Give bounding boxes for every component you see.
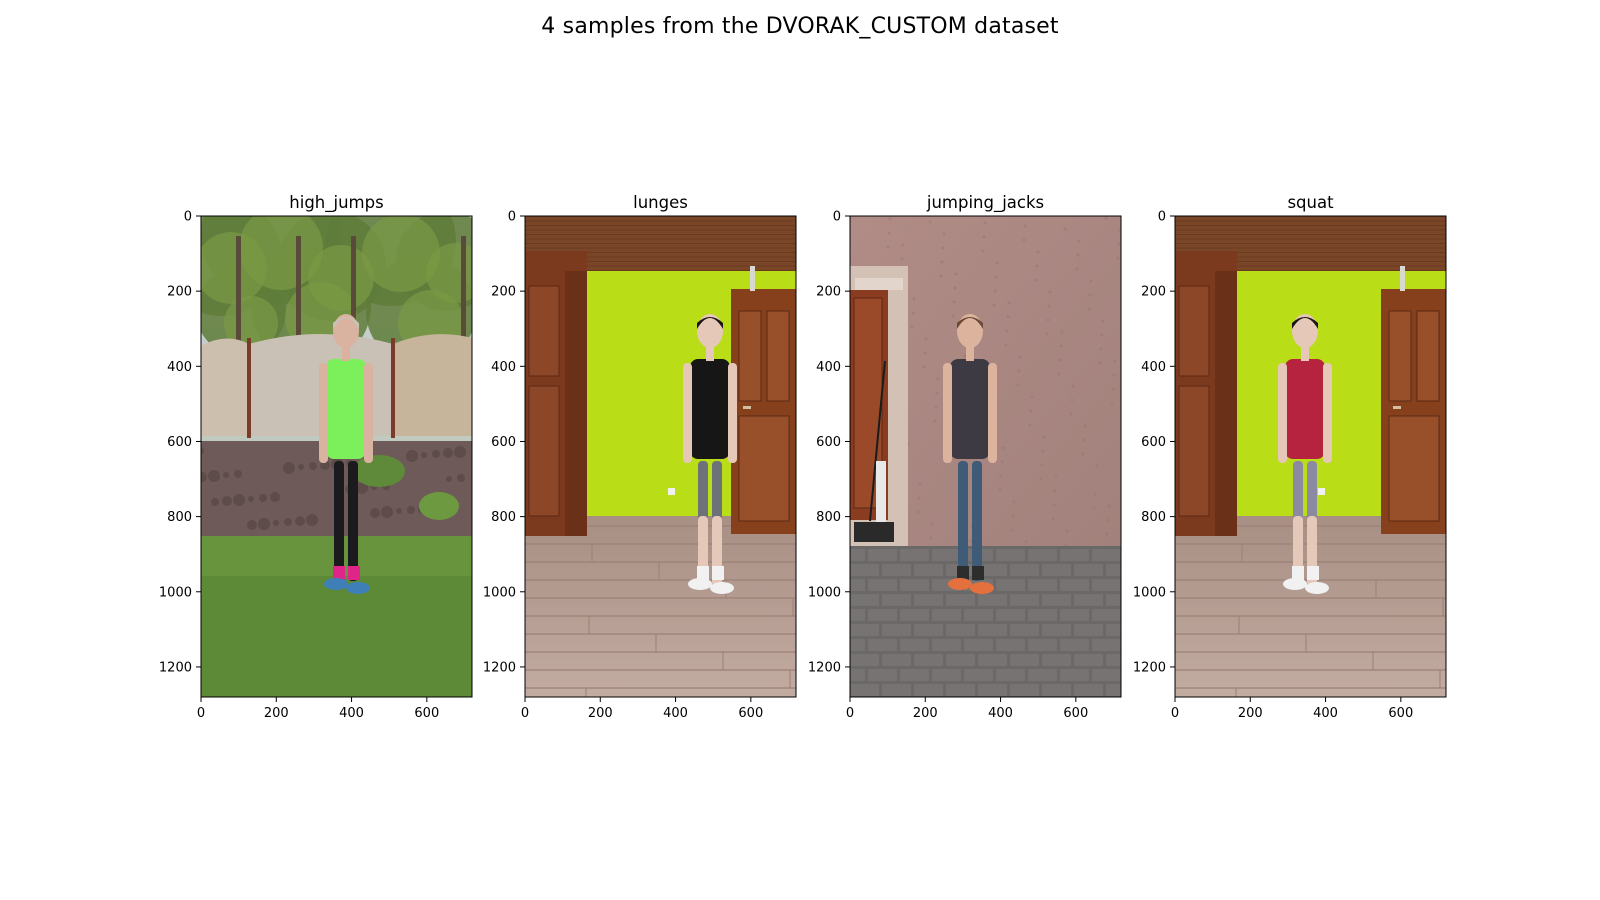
x-tick-label: 0 <box>1171 706 1179 721</box>
y-tick-label: 600 <box>816 435 841 450</box>
y-tick-label: 200 <box>1141 285 1166 300</box>
y-tick-label: 400 <box>491 360 516 375</box>
sample-image-jumping_jacks <box>850 216 1121 697</box>
y-tick-label: 1200 <box>159 660 192 675</box>
y-tick-label: 600 <box>167 435 192 450</box>
panel-title: jumping_jacks <box>926 193 1044 213</box>
x-tick-label: 600 <box>1063 706 1088 721</box>
panel-2: lunges 0 200 400 600 0 200 400 600 800 1000 1200 <box>483 193 797 721</box>
y-tick-label: 600 <box>1141 435 1166 450</box>
sample-image-high_jumps <box>201 216 472 697</box>
y-tick-label: 1000 <box>159 585 192 600</box>
y-tick-label: 200 <box>167 285 192 300</box>
panel-title: high_jumps <box>289 193 383 213</box>
sample-image-lunges <box>525 216 796 697</box>
y-tick-label: 1200 <box>1133 660 1166 675</box>
y-tick-label: 800 <box>167 510 192 525</box>
panel-title: squat <box>1287 193 1334 212</box>
figure-title: 4 samples from the DVORAK_CUSTOM dataset <box>541 14 1059 39</box>
x-tick-label: 600 <box>738 706 763 721</box>
x-tick-label: 200 <box>588 706 613 721</box>
sample-image-squat <box>1175 216 1446 697</box>
y-tick-label: 1000 <box>1133 585 1166 600</box>
y-tick-label: 0 <box>508 210 516 225</box>
panel-3: jumping_jacks 0 200 400 600 0 200 400 600 800 1000… <box>808 193 1122 721</box>
y-tick-label: 800 <box>816 510 841 525</box>
x-tick-label: 400 <box>988 706 1013 721</box>
x-tick-label: 600 <box>1388 706 1413 721</box>
x-tick-label: 0 <box>846 706 854 721</box>
y-tick-label: 1200 <box>483 660 516 675</box>
x-tick-label: 600 <box>414 706 439 721</box>
y-tick-label: 200 <box>816 285 841 300</box>
y-tick-label: 0 <box>184 210 192 225</box>
x-tick-label: 0 <box>197 706 205 721</box>
y-tick-label: 400 <box>167 360 192 375</box>
x-tick-label: 200 <box>264 706 289 721</box>
y-tick-label: 400 <box>816 360 841 375</box>
x-tick-label: 200 <box>913 706 938 721</box>
y-tick-label: 600 <box>491 435 516 450</box>
x-tick-label: 200 <box>1238 706 1263 721</box>
y-tick-label: 1000 <box>808 585 841 600</box>
x-tick-label: 400 <box>339 706 364 721</box>
panel-4: squat 0 200 400 600 0 200 400 600 800 1000 1200 <box>1133 193 1447 721</box>
panel-title: lunges <box>633 193 688 212</box>
y-tick-label: 0 <box>833 210 841 225</box>
y-tick-label: 800 <box>1141 510 1166 525</box>
x-tick-label: 0 <box>521 706 529 721</box>
panel-1: high_jumps 0 200 400 600 0 200 400 600 800 1000 120… <box>159 193 473 721</box>
y-tick-label: 1200 <box>808 660 841 675</box>
x-tick-label: 400 <box>1313 706 1338 721</box>
y-tick-label: 800 <box>491 510 516 525</box>
y-tick-label: 1000 <box>483 585 516 600</box>
y-tick-label: 0 <box>1158 210 1166 225</box>
x-tick-label: 400 <box>663 706 688 721</box>
y-tick-label: 200 <box>491 285 516 300</box>
y-tick-label: 400 <box>1141 360 1166 375</box>
